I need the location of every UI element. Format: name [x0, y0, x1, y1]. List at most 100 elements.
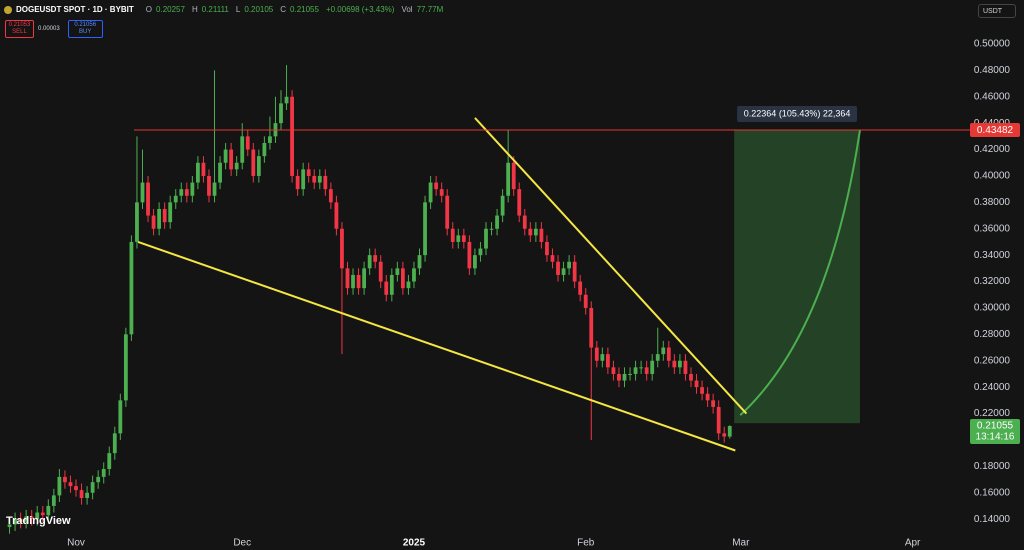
- candle-body: [90, 482, 95, 493]
- last-price-tag: [970, 419, 1020, 445]
- ohlc-key: H: [191, 5, 198, 14]
- candle-body: [578, 281, 583, 295]
- candle-body: [605, 354, 610, 368]
- candle-body: [567, 261, 571, 269]
- candle-body: [617, 373, 621, 381]
- candle-body: [484, 228, 488, 249]
- ohlc-value: 0.21055: [290, 5, 319, 14]
- y-tick-label: 0.40000: [974, 171, 1011, 182]
- candle-body: [85, 492, 89, 499]
- ohlc-value: 0.20105: [244, 5, 274, 14]
- candle-body: [378, 261, 383, 282]
- candle-body: [351, 274, 355, 289]
- symbol[interactable]: DOGEUSDT SPOT · 1D · BYBIT: [16, 5, 134, 14]
- candle-body: [467, 241, 472, 269]
- y-tick-label: 0.22000: [974, 408, 1011, 419]
- candle-body: [506, 162, 511, 196]
- candle-body: [473, 255, 477, 269]
- candle-body: [583, 294, 588, 308]
- ohlc-value: 0.20257: [156, 5, 185, 14]
- candle-body: [57, 476, 62, 496]
- candle-body: [389, 274, 394, 295]
- candle-body: [655, 354, 660, 361]
- candle-body: [556, 261, 560, 275]
- sell-label: SELL: [12, 29, 27, 35]
- candle-body: [290, 96, 294, 176]
- candle-body: [367, 255, 372, 269]
- y-tick-label: 0.18000: [974, 461, 1011, 472]
- candle-body: [500, 195, 505, 216]
- candle-body: [112, 433, 117, 454]
- candle-body: [334, 202, 339, 229]
- candle-body: [223, 149, 228, 163]
- candle-body: [179, 189, 184, 196]
- candle-body: [129, 241, 134, 335]
- candle-body: [195, 162, 200, 183]
- candle-body: [279, 103, 283, 124]
- level-tag: [970, 122, 1020, 137]
- candle-body: [456, 235, 461, 242]
- candle-body: [406, 281, 411, 289]
- candle-body: [522, 215, 527, 229]
- candle-body: [705, 393, 710, 401]
- candle-body: [328, 189, 333, 203]
- buy-button[interactable]: 0.21056 BUY: [67, 20, 103, 38]
- projection-box: [734, 129, 860, 424]
- x-tick-label: Apr: [905, 538, 921, 549]
- ohlc-key: L: [235, 5, 241, 14]
- y-tick-label: 0.24000: [974, 382, 1011, 393]
- candle-body: [229, 149, 234, 170]
- candle-body: [439, 189, 444, 196]
- candle-body: [489, 228, 494, 230]
- logo: TradingView: [6, 515, 71, 527]
- x-tick-label: 2025: [403, 538, 426, 549]
- candle-body: [46, 505, 51, 516]
- candle-body: [74, 486, 78, 491]
- candle-body: [650, 360, 655, 374]
- y-tick-label: 0.46000: [974, 91, 1011, 102]
- candle-body: [251, 149, 256, 176]
- candle-body: [345, 268, 350, 289]
- trade-panel: 0.21053 SELL 0.00003 0.21056 BUY: [5, 20, 103, 38]
- candle-body: [539, 228, 544, 242]
- trend-line: [137, 241, 736, 452]
- candle-body: [306, 169, 311, 176]
- candle-body: [412, 268, 416, 282]
- candle-body: [317, 175, 322, 183]
- candle-body: [395, 268, 400, 275]
- symbol-header: DOGEUSDT SPOT · 1D · BYBIT O 0.20257 H 0.2…: [4, 5, 446, 14]
- candle-body: [622, 373, 627, 381]
- candle-body: [173, 195, 178, 203]
- candle-body: [256, 156, 261, 176]
- candle-body: [600, 354, 605, 361]
- candle-body: [312, 175, 317, 183]
- candle-body: [594, 347, 599, 361]
- sell-button[interactable]: 0.21053 SELL: [5, 20, 34, 38]
- candle-body: [445, 195, 450, 229]
- candle-body: [661, 347, 666, 355]
- candle-body: [207, 175, 211, 196]
- x-tick-label: Mar: [732, 538, 750, 549]
- candle-body: [301, 169, 306, 190]
- candle-body: [694, 380, 699, 388]
- candle-body: [716, 406, 721, 434]
- ohlc-key: C: [280, 5, 287, 14]
- candle-body: [727, 426, 732, 437]
- candle-body: [711, 400, 716, 407]
- candle-body: [135, 202, 139, 242]
- candle-body: [434, 182, 439, 190]
- candle-body: [123, 334, 128, 401]
- y-tick-label: 0.28000: [974, 329, 1011, 340]
- candle-body: [63, 476, 67, 483]
- candle-body: [561, 268, 566, 275]
- candle-body: [79, 490, 84, 499]
- y-tick-label: 0.30000: [974, 303, 1011, 314]
- candle-body: [218, 162, 222, 183]
- candle-body: [689, 373, 693, 381]
- candle-body: [29, 516, 34, 520]
- currency-button[interactable]: USDT: [978, 4, 1016, 18]
- candle-body: [356, 274, 361, 289]
- candle-body: [722, 433, 727, 437]
